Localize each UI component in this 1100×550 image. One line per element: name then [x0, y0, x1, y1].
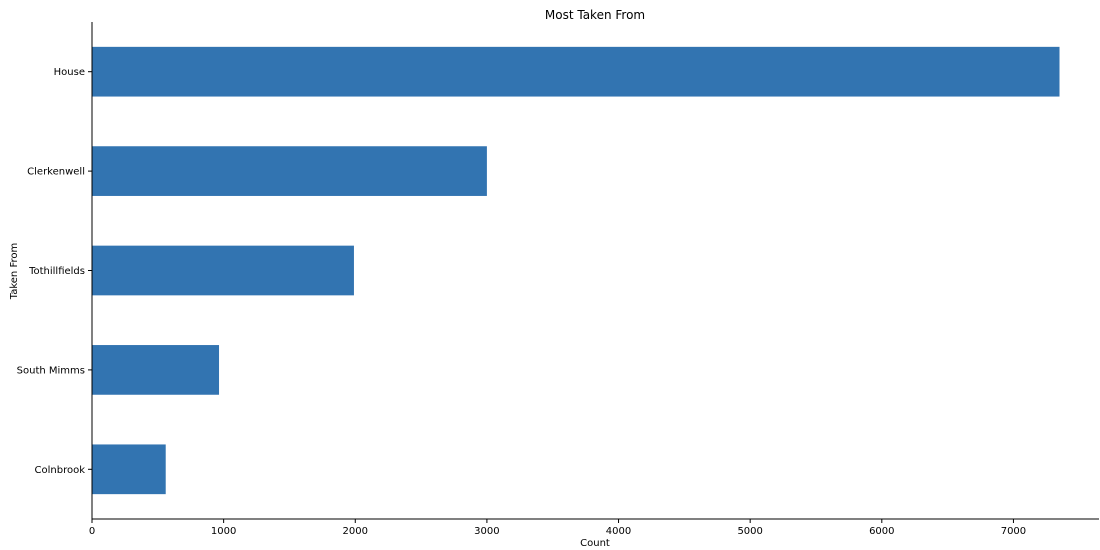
x-axis-label: Count [580, 538, 610, 549]
bar-colnbrook [92, 444, 166, 495]
x-tick-label: 4000 [606, 526, 631, 537]
x-tick-label: 0 [89, 526, 95, 537]
y-tick-label: Colnbrook [35, 465, 86, 476]
y-tick-label: House [54, 67, 85, 78]
bar-house [92, 46, 1060, 97]
x-tick-label: 2000 [343, 526, 368, 537]
x-tick-group: 0 1000 2000 3000 4000 5000 6000 7000 [89, 519, 1026, 537]
bar-tothillfields [92, 245, 354, 296]
x-tick-label: 6000 [869, 526, 894, 537]
x-tick-label: 1000 [211, 526, 236, 537]
x-tick-label: 3000 [474, 526, 499, 537]
y-tick-group: House Clerkenwell Tothillfields South Mimms… [17, 67, 92, 476]
y-tick-label: South Mimms [17, 365, 85, 376]
y-tick-label: Clerkenwell [27, 167, 85, 178]
y-axis-label: Taken From [9, 243, 20, 300]
x-tick-label: 5000 [737, 526, 762, 537]
bars-group [92, 46, 1060, 495]
bar-clerkenwell [92, 146, 487, 196]
x-tick-label: 7000 [1001, 526, 1026, 537]
y-tick-label: Tothillfields [28, 266, 85, 277]
axes-spines [91, 22, 1099, 520]
bar-south-mimms [92, 345, 220, 395]
chart-title: Most Taken From [545, 8, 645, 22]
